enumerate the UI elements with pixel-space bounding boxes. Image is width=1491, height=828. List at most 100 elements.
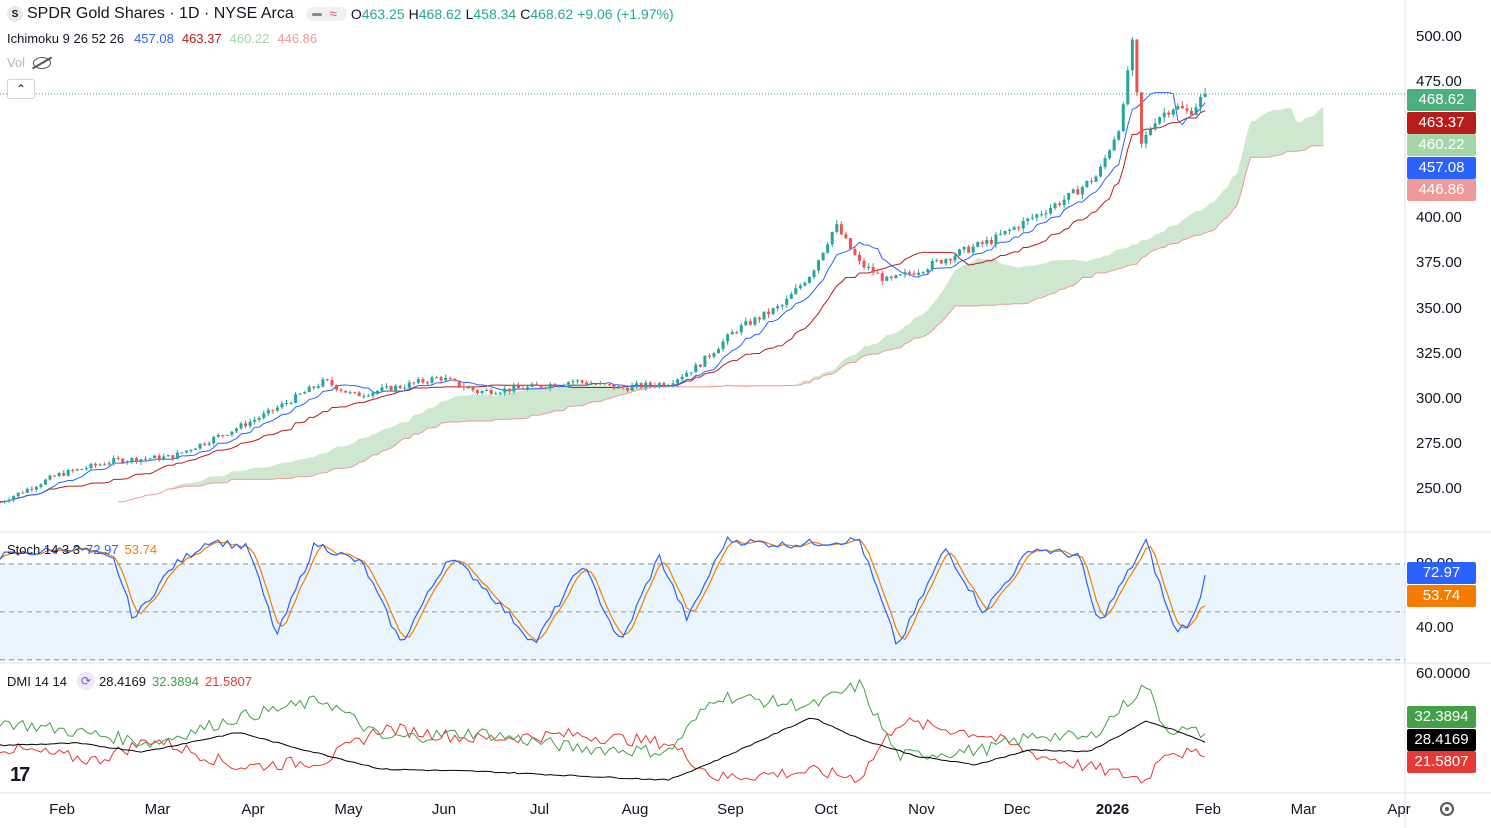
price-tag: 460.22 xyxy=(1407,134,1476,156)
dmi-legend[interactable]: DMI 14 14 ⟳ 28.4169 32.3894 21.5807 xyxy=(7,672,256,690)
candle-body xyxy=(744,321,748,326)
candle-body xyxy=(230,431,234,435)
candle-body xyxy=(985,239,989,244)
candle-body xyxy=(1049,208,1052,214)
candle-body xyxy=(585,382,589,385)
candle-body xyxy=(62,472,66,476)
candle-body xyxy=(939,260,943,264)
price-axis-label: 375.00 xyxy=(1416,254,1462,272)
line-style-icon xyxy=(311,12,322,16)
candle-body xyxy=(612,384,616,389)
candle-body xyxy=(489,389,493,395)
candle-body xyxy=(1099,166,1103,177)
candle-body xyxy=(730,332,734,335)
candle-body xyxy=(457,380,461,387)
candle-body xyxy=(771,308,775,315)
candle-body xyxy=(0,502,2,504)
candle-body xyxy=(48,475,52,480)
gear-icon[interactable] xyxy=(1440,802,1454,816)
ichimoku-base-value: 463.37 xyxy=(181,31,222,46)
volume-legend[interactable]: Vol xyxy=(7,55,52,70)
dmi-plus-value: 32.3894 xyxy=(151,673,199,689)
time-axis-label: Apr xyxy=(1387,801,1411,818)
candle-body xyxy=(53,475,57,477)
candle-body xyxy=(748,321,752,325)
time-axis-label: 2026 xyxy=(1095,801,1130,818)
ichimoku-legend[interactable]: Ichimoku 9 26 52 26 457.08 463.37 460.22… xyxy=(7,31,321,46)
candle-body xyxy=(1189,110,1193,115)
change-value: +9.06 (+1.97%) xyxy=(577,6,674,22)
candle-body xyxy=(1176,105,1180,110)
refresh-icon[interactable]: ⟳ xyxy=(76,672,95,690)
candle-body xyxy=(212,436,216,444)
candle-body xyxy=(639,383,643,388)
tradingview-logo[interactable]: 17 xyxy=(10,764,30,786)
candle-body xyxy=(225,434,229,436)
ichimoku-conversion-line xyxy=(0,92,1206,503)
candle-body xyxy=(148,458,152,460)
ichimoku-conversion-value: 457.08 xyxy=(134,31,174,46)
ichimoku-cloud xyxy=(118,106,1324,502)
candle-body xyxy=(166,455,170,457)
candle-body xyxy=(698,364,702,367)
price-axis-label: 475.00 xyxy=(1416,73,1462,91)
open-value: 463.25 xyxy=(361,6,405,22)
candle-body xyxy=(389,386,393,391)
candle-body xyxy=(112,458,116,464)
candle-body xyxy=(139,459,143,462)
candle-body xyxy=(275,407,279,411)
price-tag: 463.37 xyxy=(1407,111,1476,134)
candle-body xyxy=(398,385,402,388)
candle-body xyxy=(34,486,38,490)
candle-body xyxy=(184,450,188,453)
candle-body xyxy=(134,458,138,462)
candle-body xyxy=(285,402,288,404)
candle-body xyxy=(885,276,889,281)
candle-body xyxy=(394,385,398,391)
candle-body xyxy=(253,419,257,422)
candle-body xyxy=(198,443,202,449)
candle-body xyxy=(362,395,366,397)
candle-body xyxy=(767,311,771,315)
candle-body xyxy=(1121,104,1125,132)
ichimoku-span-b-value: 446.86 xyxy=(277,31,318,46)
candle-body xyxy=(703,355,707,367)
dmi-plus-line xyxy=(0,678,1206,762)
compare-pill[interactable]: ≈ xyxy=(305,7,347,21)
collapse-legend-button[interactable]: ⌃ xyxy=(7,79,35,99)
time-axis-label: Aug xyxy=(621,801,649,818)
candle-body xyxy=(262,413,266,418)
candle-body xyxy=(1185,108,1189,111)
candle-body xyxy=(571,381,575,383)
ichimoku-base-line xyxy=(0,110,1206,503)
candle-body xyxy=(689,372,693,374)
candle-body xyxy=(439,377,443,381)
candle-body xyxy=(462,386,466,388)
candle-body xyxy=(644,382,648,388)
candle-body xyxy=(248,421,252,427)
candle-body xyxy=(871,266,875,273)
candle-body xyxy=(121,458,125,463)
low-value: 458.34 xyxy=(473,6,517,22)
symbol-title[interactable]: SPDR Gold Shares · 1D · NYSE Arca xyxy=(27,5,294,22)
dmi-label: DMI 14 14 xyxy=(7,673,67,689)
candle-body xyxy=(316,386,320,388)
candle-body xyxy=(171,455,175,459)
candle-body xyxy=(1139,92,1143,144)
time-axis-label: Dec xyxy=(1003,801,1031,818)
candle-body xyxy=(667,385,670,387)
eye-off-icon[interactable] xyxy=(33,56,52,69)
candle-body xyxy=(43,479,47,485)
candle-body xyxy=(257,417,261,420)
candle-body xyxy=(844,234,848,239)
candle-body xyxy=(576,380,580,382)
candle-body xyxy=(521,388,525,390)
candle-body xyxy=(971,246,975,253)
candle-body xyxy=(653,385,657,387)
stoch-legend[interactable]: Stoch 14 3 3 72.97 53.74 xyxy=(7,542,161,557)
candle-body xyxy=(544,387,548,389)
candle-body xyxy=(539,385,543,388)
candle-body xyxy=(912,273,916,275)
